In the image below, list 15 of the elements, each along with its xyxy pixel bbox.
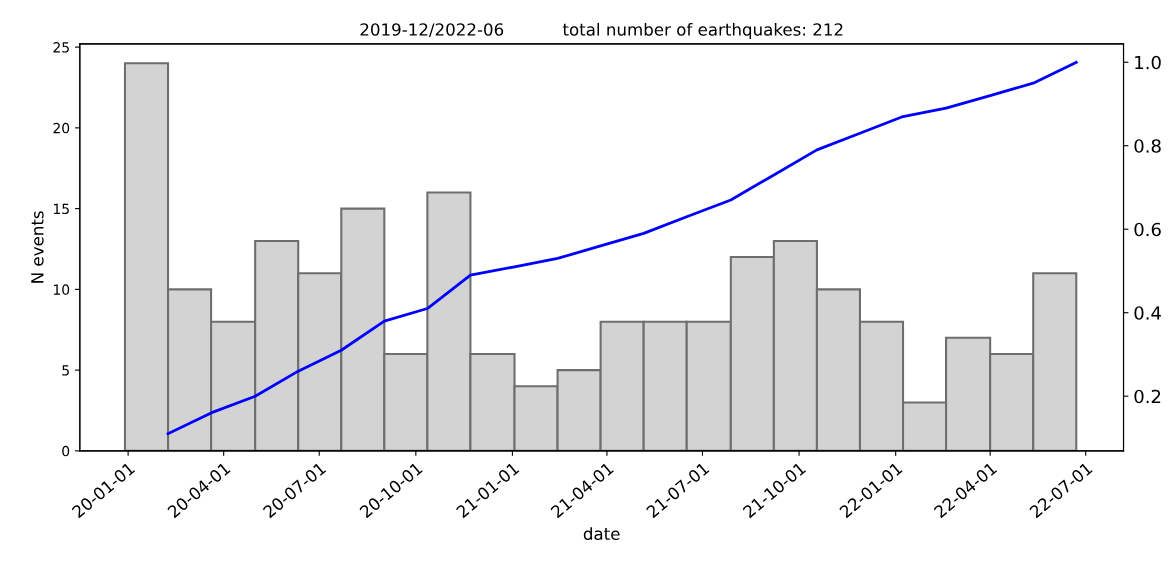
y2-tick-label: 0.2 bbox=[1134, 389, 1161, 404]
x-axis-title: date bbox=[583, 527, 620, 541]
y2-tick-label: 0.6 bbox=[1134, 222, 1161, 237]
chart-title: 2019-12/2022-06 total number of earthquakes: 212 bbox=[360, 22, 843, 40]
y-tick-label: 20 bbox=[53, 122, 70, 134]
y-tick-label: 0 bbox=[62, 445, 70, 457]
line-series bbox=[166, 60, 1078, 436]
y2-tick-label: 1.0 bbox=[1135, 55, 1161, 70]
y-tick-label: 25 bbox=[53, 42, 69, 53]
y-tick-label: 10 bbox=[53, 284, 70, 295]
y-tick-label: 15 bbox=[53, 203, 69, 215]
y-axis-title: N events bbox=[31, 211, 44, 283]
y2-tick-label: 0.8 bbox=[1134, 139, 1161, 153]
y2-tick-label: 0.4 bbox=[1134, 306, 1161, 320]
y-tick-label: 5 bbox=[62, 365, 69, 376]
